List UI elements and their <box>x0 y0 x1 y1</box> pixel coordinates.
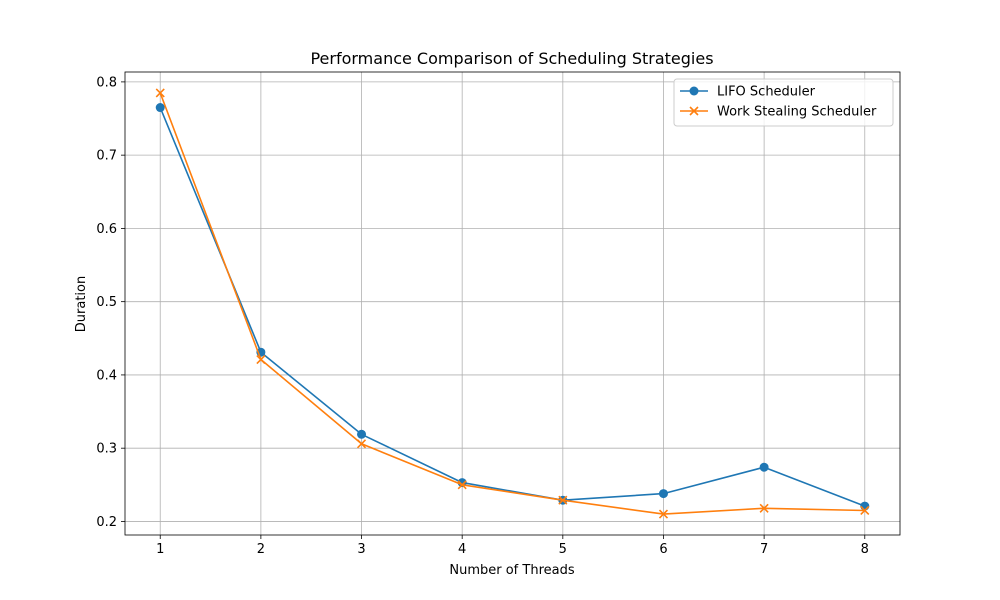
grid <box>125 72 900 535</box>
y-tick-label: 0.5 <box>96 295 117 310</box>
data-point <box>658 509 669 519</box>
legend-box <box>673 78 894 127</box>
y-axis-label: Duration <box>74 276 89 332</box>
data-point <box>155 103 165 113</box>
data-point <box>357 429 367 439</box>
y-tick-label: 0.8 <box>96 75 117 90</box>
series-line <box>159 107 866 507</box>
data-point <box>860 505 870 516</box>
x-tick-label: 5 <box>559 542 567 557</box>
plot-area-frame <box>124 71 901 536</box>
data-point <box>658 489 668 499</box>
data-point <box>860 501 870 511</box>
y-tick-label: 0.3 <box>96 442 117 457</box>
data-point <box>759 503 769 513</box>
legend-label: Work Stealing Scheduler <box>717 105 877 120</box>
series-work-stealing-scheduler <box>155 88 870 519</box>
data-point <box>155 88 165 98</box>
y-tick-label: 0.2 <box>96 515 117 530</box>
data-point <box>356 439 367 449</box>
data-point <box>759 462 769 472</box>
series-layer <box>155 88 870 519</box>
y-tick-label: 0.6 <box>96 222 117 237</box>
chart-title: Performance Comparison of Scheduling Str… <box>310 49 713 68</box>
data-point <box>558 495 568 505</box>
legend: LIFO Scheduler Work Stealing Scheduler <box>673 78 894 127</box>
x-tick-label: 7 <box>760 542 768 557</box>
axis-ticks: 1 2 3 4 5 6 7 8 0.2 0.3 0.4 0.5 0.6 0.7 0.8 <box>96 75 869 557</box>
y-tick-label: 0.4 <box>96 368 117 383</box>
x-tick-label: 6 <box>659 542 667 557</box>
x-tick-label: 4 <box>458 542 466 557</box>
x-tick-label: 2 <box>257 542 265 557</box>
x-tick-label: 1 <box>156 542 164 557</box>
data-point <box>256 354 266 365</box>
series-line <box>159 92 865 515</box>
x-axis-label: Number of Threads <box>449 563 574 578</box>
x-tick-label: 8 <box>861 542 869 557</box>
legend-marker <box>689 86 699 96</box>
legend-marker <box>689 106 699 116</box>
x-tick-label: 3 <box>357 542 365 557</box>
data-point <box>457 480 467 490</box>
y-tick-label: 0.7 <box>96 149 117 164</box>
legend-label: LIFO Scheduler <box>717 85 816 100</box>
